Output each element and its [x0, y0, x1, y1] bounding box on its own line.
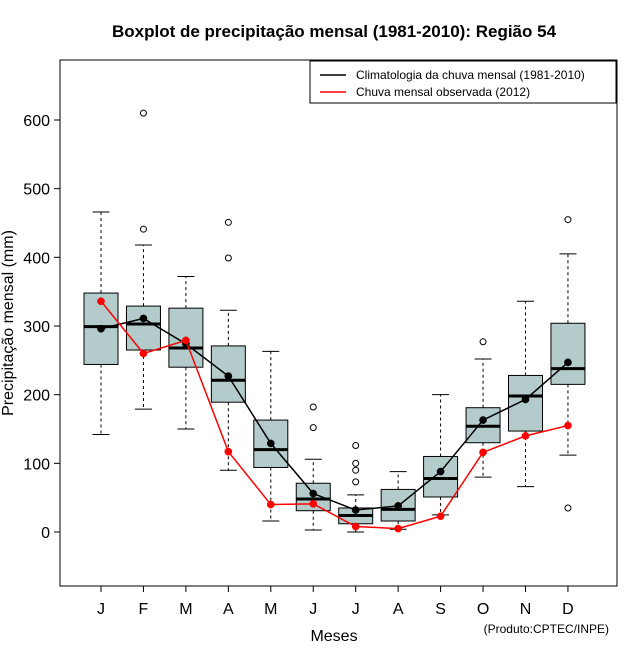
series-0-point-11	[564, 358, 572, 367]
x-tick-label-11: D	[562, 601, 574, 618]
series-1-point-0	[97, 297, 105, 306]
y-axis-label: Precipitação mensal (mm)	[0, 230, 17, 416]
box-J-5	[295, 403, 331, 531]
boxes-layer	[83, 109, 586, 533]
legend-label-observed: Chuva mensal observada (2012)	[356, 85, 530, 99]
box-S-8	[423, 394, 459, 516]
axes-layer: 0 100 200 300 400 500 600 J F M A M J J A S O N D	[23, 113, 573, 618]
series-0-point-3	[224, 372, 233, 380]
outlier-1	[352, 466, 360, 474]
y-tick-label-400: 400	[23, 250, 50, 267]
legend-label-climatology: Climatologia da chuva mensal (1981-2010)	[356, 68, 585, 82]
box-iqr	[550, 322, 586, 385]
legend: Climatologia da chuva mensal (1981-2010)…	[309, 60, 617, 104]
x-axis-label: Meses	[310, 628, 357, 645]
x-tick-label-6: J	[352, 601, 360, 618]
series-1-point-2	[182, 336, 190, 345]
series-0-point-7	[394, 502, 402, 510]
y-tick-label-500: 500	[23, 182, 50, 199]
chart-title: Boxplot de precipitação mensal (1981-201…	[112, 22, 557, 41]
box-A-3	[210, 218, 246, 471]
legend-box	[309, 60, 617, 104]
series-1-point-11	[564, 421, 572, 430]
y-tick-label-100: 100	[23, 456, 50, 473]
box-J-0	[83, 211, 119, 435]
series-1-point-10	[521, 432, 530, 440]
x-tick-label-9: O	[477, 601, 489, 618]
box-A-7	[380, 471, 416, 530]
series-1-point-9	[479, 448, 487, 457]
series-0-point-8	[436, 467, 445, 476]
series-1-point-7	[394, 524, 402, 533]
x-tick-label-10: N	[520, 601, 532, 618]
box-iqr	[125, 305, 161, 351]
series-1-point-1	[139, 349, 148, 358]
y-tick-label-0: 0	[41, 525, 50, 542]
x-tick-label-3: A	[223, 601, 234, 618]
series-1-point-3	[224, 447, 233, 456]
outlier-0	[139, 225, 147, 233]
series-0-point-1	[139, 314, 148, 323]
y-tick-label-300: 300	[23, 319, 50, 336]
outlier-1	[224, 218, 232, 226]
series-line-0	[100, 317, 569, 511]
series-0-point-4	[266, 439, 275, 448]
box-O-9	[465, 338, 501, 478]
series-0-point-6	[351, 506, 360, 514]
series-1-point-8	[436, 512, 445, 521]
plot-frame	[59, 59, 618, 587]
series-1-point-6	[351, 522, 360, 531]
y-tick-label-200: 200	[23, 388, 50, 405]
outlier-1	[564, 216, 572, 224]
x-tick-label-4: M	[264, 601, 277, 618]
outlier-2	[352, 459, 360, 467]
box-N-10	[508, 300, 543, 488]
box-J-6	[338, 441, 374, 533]
outlier-3	[352, 441, 360, 449]
x-tick-label-5: J	[309, 601, 317, 618]
outlier-0	[479, 338, 487, 346]
series-0-point-5	[309, 489, 318, 498]
series-0	[97, 314, 572, 514]
series-1	[97, 297, 572, 533]
series-1-point-5	[309, 499, 318, 508]
outlier-0	[309, 424, 317, 432]
outlier-0	[224, 254, 232, 262]
series-0-point-0	[97, 324, 105, 333]
series-line-1	[100, 300, 569, 530]
product-credit: (Produto:CPTEC/INPE)	[484, 622, 609, 636]
outlier-1	[139, 109, 147, 117]
x-tick-label-0: J	[97, 601, 105, 618]
box-D-11	[550, 216, 586, 512]
outlier-1	[309, 403, 317, 411]
x-tick-label-1: F	[139, 601, 149, 618]
x-tick-label-8: S	[435, 601, 446, 618]
outlier-0	[564, 504, 572, 512]
outlier-0	[352, 478, 360, 486]
box-M-4	[253, 350, 289, 522]
y-tick-label-600: 600	[23, 113, 50, 130]
series-1-point-4	[266, 500, 275, 509]
series-0-point-10	[521, 395, 530, 404]
box-F-1	[125, 109, 161, 410]
x-tick-label-2: M	[179, 601, 192, 618]
x-tick-label-7: A	[393, 601, 404, 618]
box-iqr	[423, 455, 459, 498]
series-0-point-9	[479, 416, 487, 424]
series-lines-layer	[97, 297, 572, 533]
